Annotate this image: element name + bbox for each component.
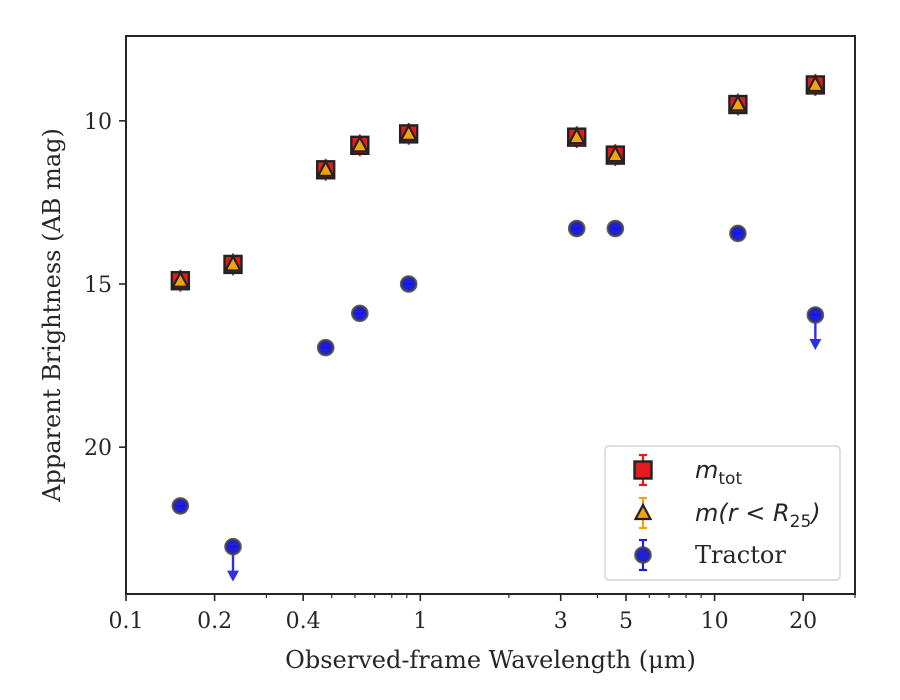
- legend-label-subscript: tot: [718, 469, 742, 489]
- y-axis-label: Apparent Brightness (AB mag): [38, 128, 66, 503]
- data-marks: [170, 73, 826, 582]
- data-point: [567, 126, 587, 145]
- x-axis-label: Observed-frame Wavelength (μm): [285, 646, 696, 674]
- legend-label-subscript: 25: [790, 512, 812, 532]
- x-tick-label: 0.4: [286, 609, 321, 634]
- x-tick-label: 10: [701, 609, 729, 634]
- data-point: [350, 134, 370, 153]
- data-point: [223, 254, 243, 272]
- series-triangle: [171, 74, 825, 288]
- y-tick-label: 15: [84, 273, 112, 298]
- data-point: [606, 144, 625, 163]
- y-axis-ticks: 10 15 20: [84, 110, 126, 461]
- data-point: [171, 270, 190, 288]
- legend-label: m(r < R25): [695, 499, 821, 532]
- data-point: [399, 123, 418, 141]
- x-axis-ticks: 0.1 0.2 0.4 1 3 5 10 20: [109, 594, 856, 634]
- x-tick-label: 5: [619, 609, 633, 634]
- x-tick-label: 3: [554, 609, 568, 634]
- legend-marker-square: [633, 460, 653, 480]
- x-tick-label: 0.2: [197, 609, 232, 634]
- y-tick-label: 20: [84, 436, 112, 461]
- legend: mtot m(r < R25) Tractor: [604, 445, 841, 581]
- data-point: [316, 159, 336, 177]
- x-tick-label: 0.1: [109, 609, 144, 634]
- x-tick-label: 1: [413, 609, 427, 634]
- axes-frame: [125, 35, 856, 595]
- legend-label-main: m: [695, 456, 718, 484]
- legend-marker-circle: [634, 546, 652, 564]
- series-circle: [171, 219, 825, 582]
- upper-limit-arrowhead: [809, 339, 822, 350]
- x-tick-label: 20: [789, 609, 817, 634]
- legend-marker-triangle: [633, 502, 653, 521]
- upper-limit-arrowhead: [227, 570, 240, 582]
- y-tick-label: 10: [84, 110, 112, 135]
- series-square: [170, 73, 826, 292]
- data-point: [806, 74, 825, 93]
- data-point: [728, 94, 748, 112]
- legend-label: mtot: [695, 456, 742, 489]
- legend-label-main: m(r < R: [695, 499, 790, 527]
- legend-box: [604, 445, 841, 581]
- legend-label: Tractor: [695, 541, 786, 569]
- legend-label-tail: ): [809, 499, 820, 527]
